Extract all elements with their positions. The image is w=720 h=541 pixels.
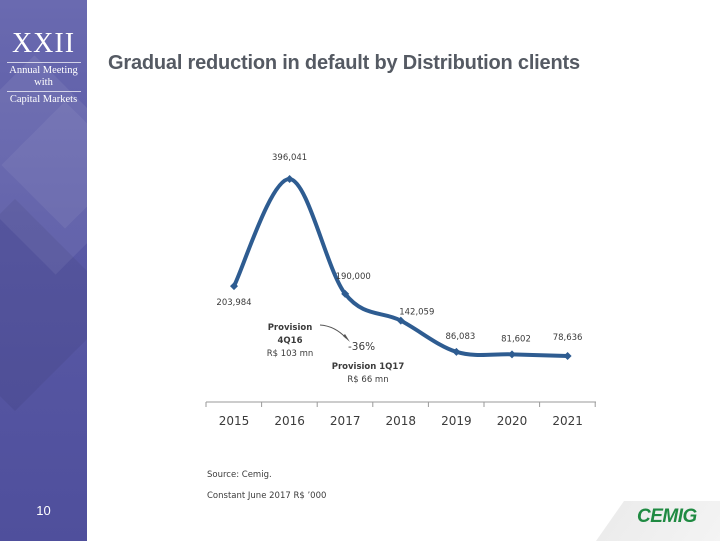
logo-line-3: Capital Markets — [9, 94, 78, 105]
data-point — [341, 289, 350, 298]
unit-note: Constant June 2017 R$ ’000 — [207, 491, 327, 501]
x-tick-label: 2021 — [552, 414, 583, 428]
sidebar: XXII Annual Meeting with Capital Markets… — [0, 0, 87, 541]
data-point — [508, 350, 516, 359]
x-tick-label: 2015 — [219, 414, 250, 428]
event-logo: XXII Annual Meeting with Capital Markets — [0, 28, 87, 106]
change-percent: -36% — [348, 341, 375, 353]
data-point — [230, 282, 238, 291]
source-note: Source: Cemig. — [207, 470, 272, 480]
brand-logo: CEMIG — [637, 506, 697, 527]
data-label: 203,984 — [216, 298, 251, 308]
provision-4q16-period: 4Q16 — [278, 336, 303, 346]
data-point — [285, 175, 294, 183]
logo-line-1: Annual Meeting — [9, 65, 78, 76]
data-label: 190,000 — [336, 272, 371, 282]
data-point — [452, 347, 461, 356]
data-label: 86,083 — [446, 332, 476, 342]
provision-1q17-amount: R$ 66 mn — [347, 375, 388, 385]
provision-4q16-amount: R$ 103 mn — [267, 349, 314, 359]
data-label: 81,602 — [501, 334, 531, 344]
series-line — [232, 177, 568, 358]
brand-area: CEMIG — [585, 493, 720, 541]
arrowhead-icon — [343, 334, 350, 342]
x-tick-label: 2018 — [386, 414, 417, 428]
arrow-icon — [319, 324, 347, 339]
x-tick-label: 2019 — [441, 414, 472, 428]
provision-4q16-title: Provision — [268, 323, 313, 333]
page-number: 10 — [36, 503, 51, 518]
x-tick-label: 2017 — [330, 414, 361, 428]
logo-numeral: XXII — [11, 28, 76, 59]
logo-divider — [6, 62, 81, 63]
data-point — [396, 316, 405, 325]
x-tick-label: 2020 — [497, 414, 528, 428]
x-tick-label: 2016 — [274, 414, 305, 428]
logo-divider — [6, 91, 81, 92]
data-label: 142,059 — [399, 308, 434, 318]
logo-line-2: with — [34, 77, 53, 88]
provision-1q17-title: Provision 1Q17 — [332, 362, 405, 372]
data-point — [563, 352, 572, 360]
page-title: Gradual reduction in default by Distribu… — [108, 52, 580, 74]
data-label: 78,636 — [553, 333, 583, 343]
data-label: 396,041 — [272, 153, 307, 163]
